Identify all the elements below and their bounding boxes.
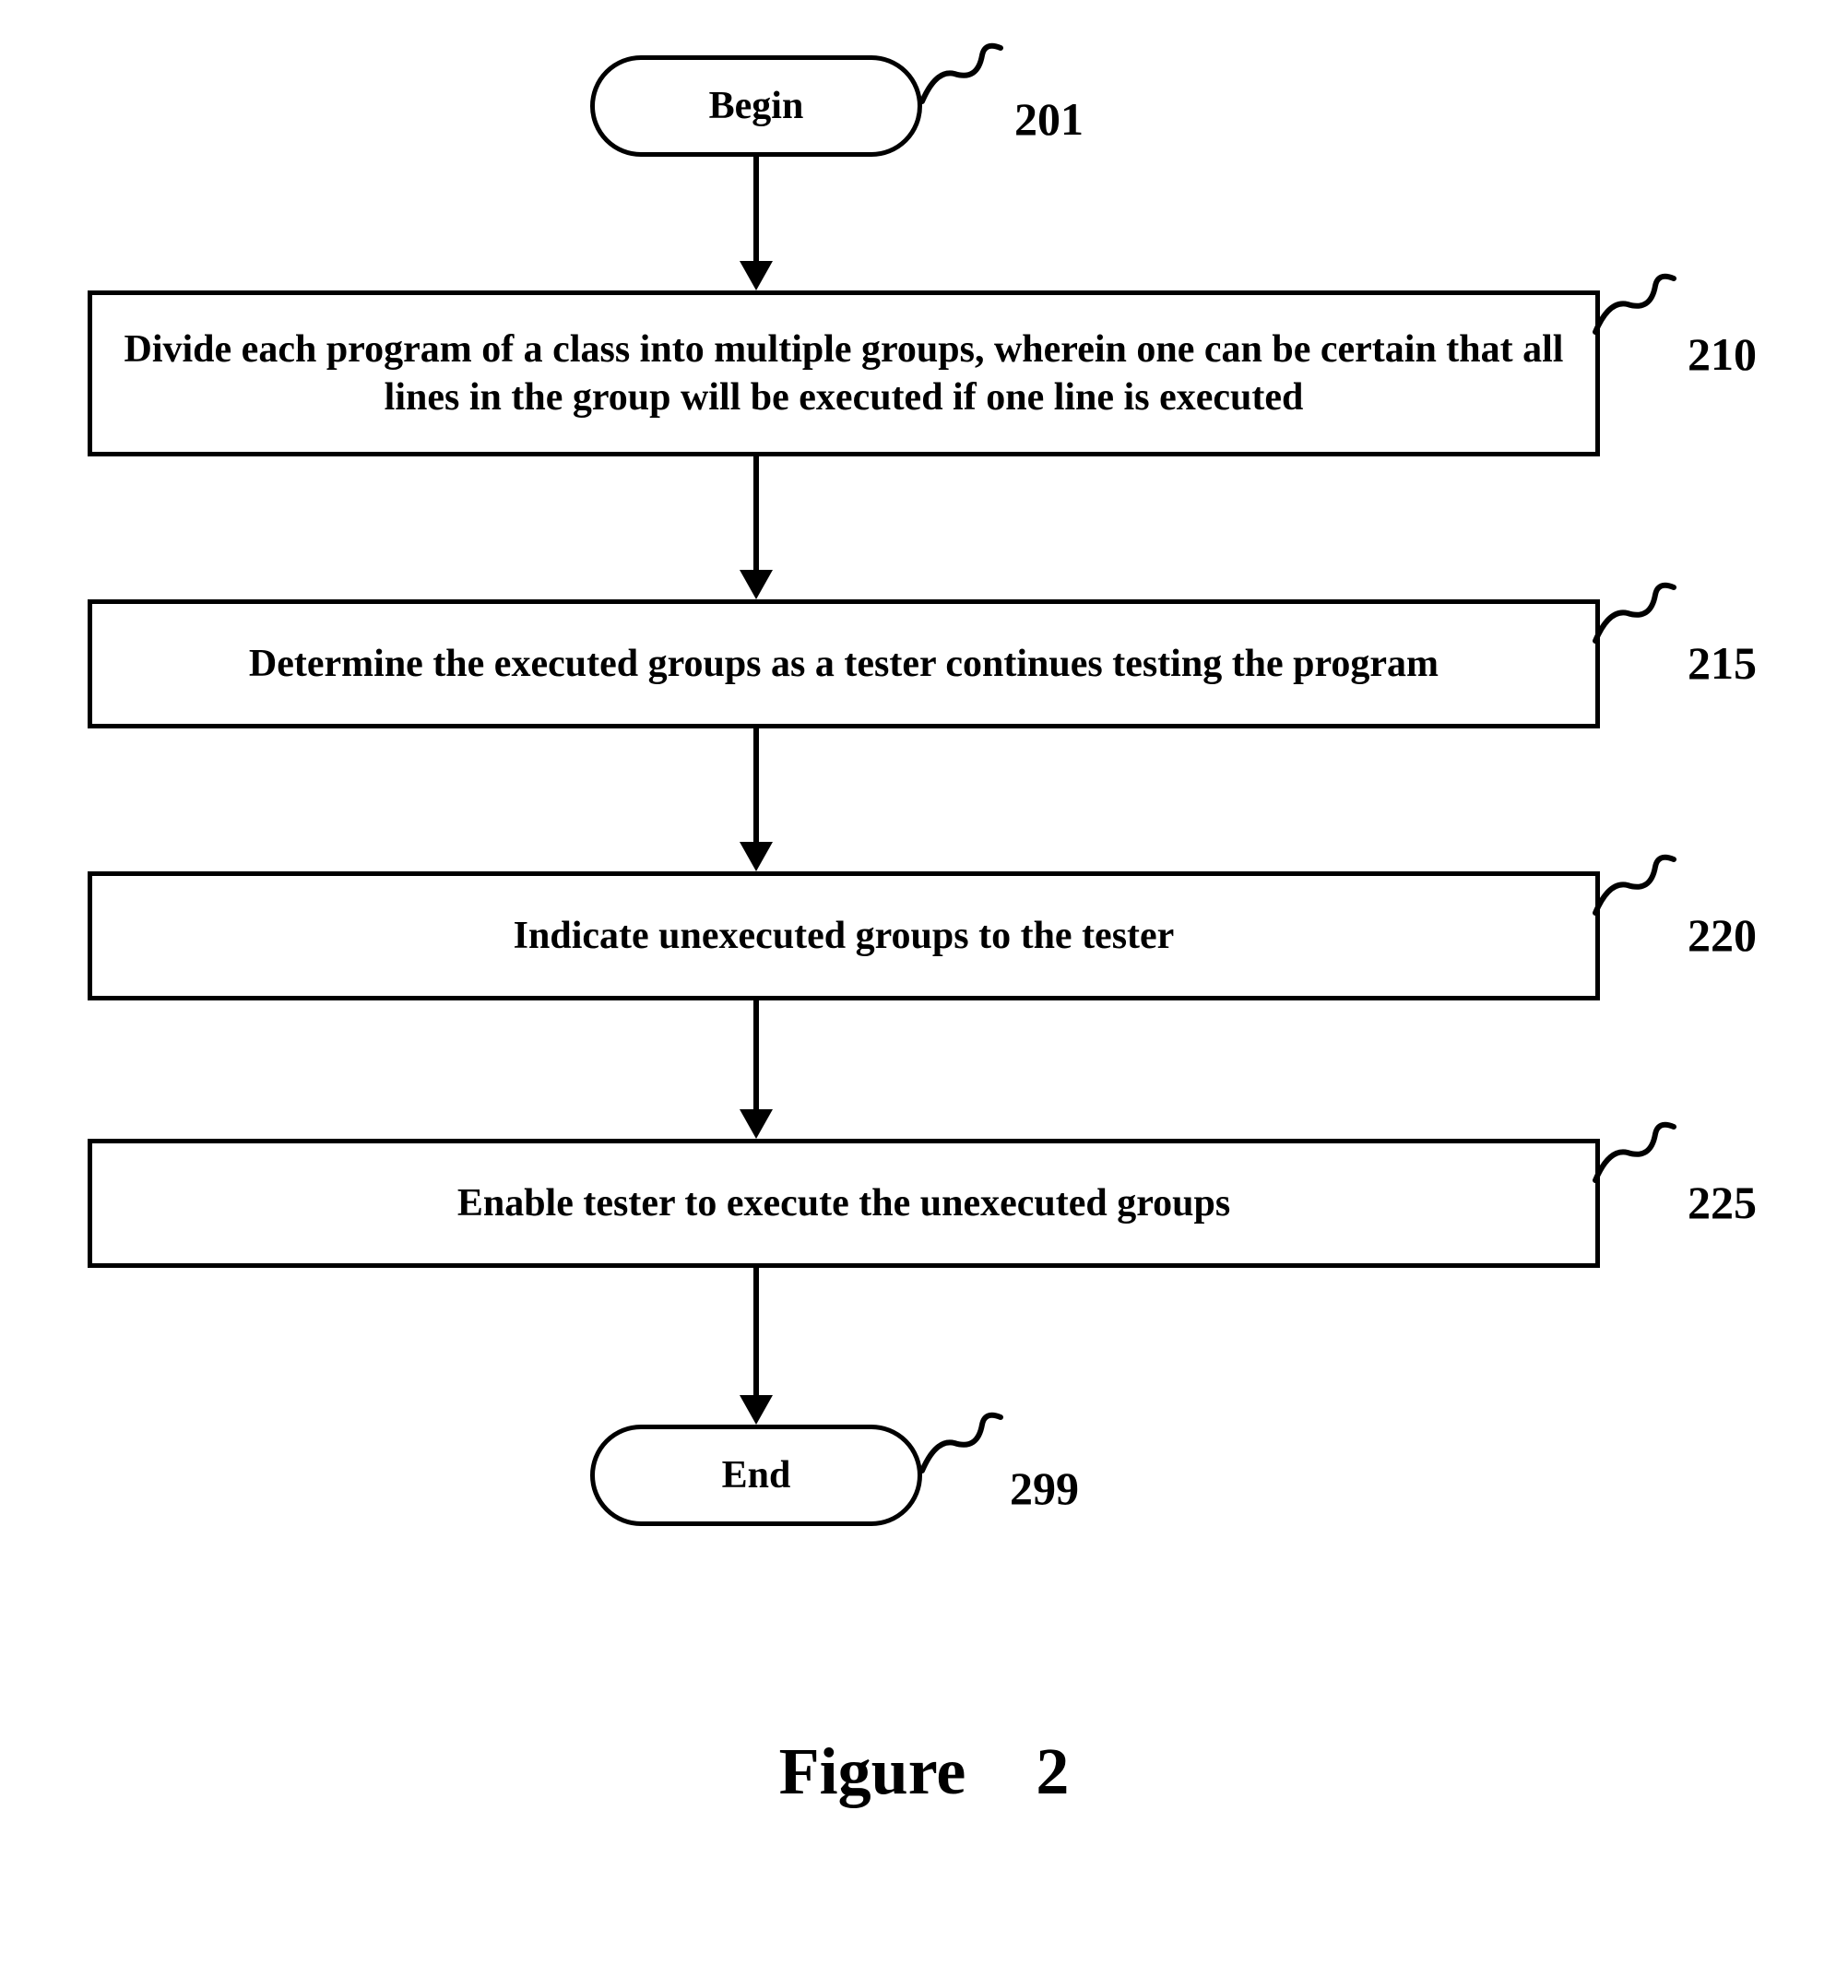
node-215: Determine the executed groups as a teste… <box>88 599 1600 728</box>
arrow-line <box>753 728 759 842</box>
ref-label-n215: 215 <box>1688 636 1757 690</box>
node-220: Indicate unexecuted groups to the tester <box>88 871 1600 1000</box>
ref-label-n220: 220 <box>1688 908 1757 962</box>
ref-label-n225: 225 <box>1688 1176 1757 1229</box>
arrow-head-icon <box>740 1395 773 1425</box>
figure-label-number: 2 <box>1036 1734 1069 1808</box>
arrow-head-icon <box>740 1109 773 1139</box>
node-210: Divide each program of a class into mult… <box>88 290 1600 456</box>
arrow-line <box>753 1268 759 1395</box>
figure-label: Figure 2 <box>0 1734 1848 1810</box>
callout-squiggle-icon <box>1586 267 1688 341</box>
node-225-label: Enable tester to execute the unexecuted … <box>457 1179 1230 1228</box>
node-215-label: Determine the executed groups as a teste… <box>249 640 1439 689</box>
figure-label-word: Figure <box>779 1734 966 1808</box>
arrow-head-icon <box>740 261 773 290</box>
arrow-head-icon <box>740 842 773 871</box>
callout-squiggle-icon <box>913 1406 1014 1480</box>
arrow-line <box>753 456 759 570</box>
callout-squiggle-icon <box>1586 848 1688 922</box>
ref-label-begin: 201 <box>1014 92 1084 146</box>
ref-label-n210: 210 <box>1688 327 1757 381</box>
node-end: End <box>590 1425 922 1526</box>
arrow-line <box>753 1000 759 1109</box>
node-end-label: End <box>722 1451 791 1500</box>
node-210-label: Divide each program of a class into mult… <box>111 325 1577 422</box>
callout-squiggle-icon <box>1586 576 1688 650</box>
arrow-head-icon <box>740 570 773 599</box>
node-begin-label: Begin <box>709 82 804 131</box>
callout-squiggle-icon <box>1586 1116 1688 1189</box>
arrow-line <box>753 157 759 261</box>
callout-squiggle-icon <box>913 37 1014 111</box>
flowchart-canvas: Begin Divide each program of a class int… <box>0 0 1848 1988</box>
node-220-label: Indicate unexecuted groups to the tester <box>514 912 1175 961</box>
node-225: Enable tester to execute the unexecuted … <box>88 1139 1600 1268</box>
ref-label-end: 299 <box>1010 1461 1079 1515</box>
node-begin: Begin <box>590 55 922 157</box>
